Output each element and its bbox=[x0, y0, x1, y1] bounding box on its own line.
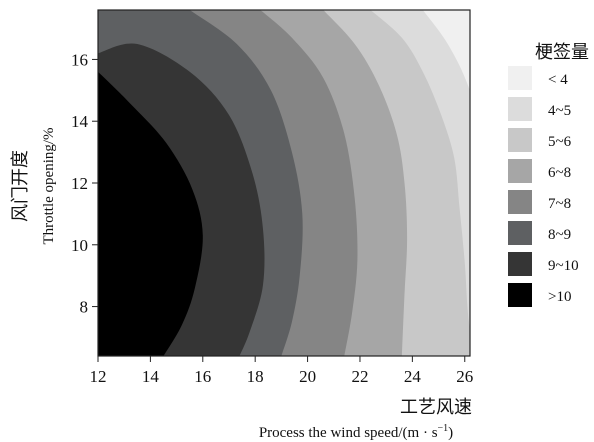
y-tick-label: 10 bbox=[71, 236, 88, 255]
y-tick-label: 14 bbox=[71, 112, 89, 131]
legend-label: 4~5 bbox=[548, 103, 571, 119]
y-axis-label-en: Throttle opening/% bbox=[41, 127, 57, 244]
legend-swatch bbox=[508, 159, 532, 183]
x-axis-label-en-main: Process the wind speed/(m · s bbox=[259, 425, 438, 441]
x-axis-label-en-sup: −1 bbox=[438, 423, 449, 434]
axes: 12 14 16 18 20 22 24 26 8 10 12 14 16 bbox=[71, 9, 473, 386]
legend-swatch bbox=[508, 252, 532, 276]
x-tick-label: 12 bbox=[90, 367, 107, 386]
legend-swatch bbox=[508, 128, 532, 152]
x-axis-label-cn: 工艺风速 bbox=[400, 397, 472, 417]
y-tick-label: 12 bbox=[71, 174, 88, 193]
legend-label: >10 bbox=[548, 289, 571, 305]
legend-label: < 4 bbox=[548, 72, 568, 88]
axis-labels: 工艺风速 Process the wind speed/(m · s−1) 风门… bbox=[10, 127, 472, 441]
x-axis-label-en-end: ) bbox=[448, 425, 453, 441]
plot-area bbox=[98, 10, 470, 356]
y-axis-label-cn: 风门开度 bbox=[10, 150, 30, 222]
legend-swatch bbox=[508, 97, 532, 121]
legend-label: 9~10 bbox=[548, 258, 579, 274]
contour-band-10 bbox=[98, 71, 203, 356]
legend-label: 8~9 bbox=[548, 227, 571, 243]
x-tick-label: 14 bbox=[142, 367, 160, 386]
legend-label: 5~6 bbox=[548, 134, 572, 150]
y-tick-label: 16 bbox=[71, 50, 88, 69]
legend-label: 6~8 bbox=[548, 165, 571, 181]
x-tick-label: 26 bbox=[456, 367, 473, 386]
legend-swatch bbox=[508, 221, 532, 245]
legend-title: 梗签量 bbox=[535, 42, 589, 62]
legend-swatch bbox=[508, 283, 532, 307]
legend-label: 7~8 bbox=[548, 196, 571, 212]
legend: 梗签量 < 4 4~5 5~6 6~8 7~8 8~9 9~10 >10 bbox=[508, 42, 589, 307]
x-tick-label: 18 bbox=[247, 367, 264, 386]
legend-swatch bbox=[508, 66, 532, 90]
x-tick-label: 24 bbox=[404, 367, 422, 386]
y-tick-label: 8 bbox=[80, 298, 89, 317]
x-tick-label: 20 bbox=[299, 367, 316, 386]
x-tick-label: 16 bbox=[194, 367, 211, 386]
x-axis-label-en: Process the wind speed/(m · s−1) bbox=[259, 423, 453, 441]
legend-swatch bbox=[508, 190, 532, 214]
x-tick-label: 22 bbox=[351, 367, 368, 386]
